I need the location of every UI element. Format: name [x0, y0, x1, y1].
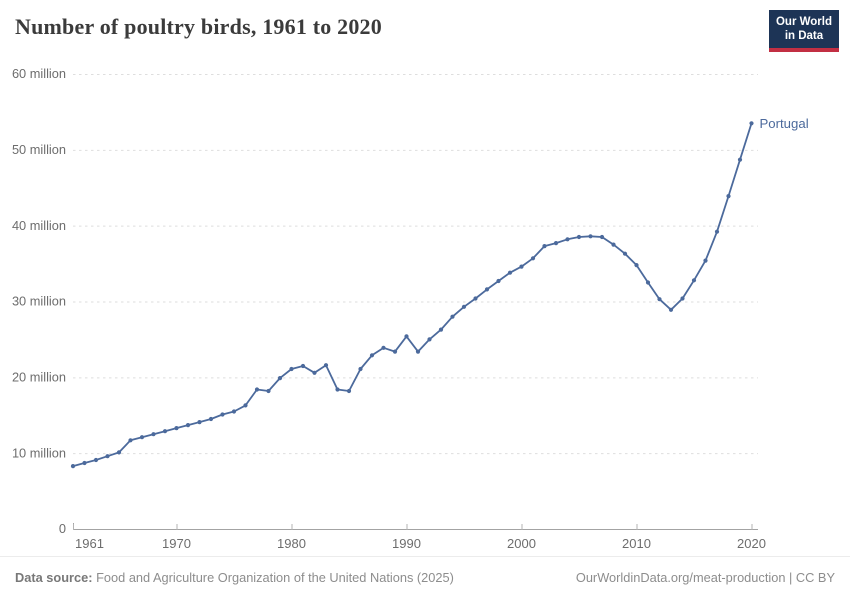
data-source-text: Food and Agriculture Organization of the…	[96, 570, 454, 585]
data-point	[70, 464, 76, 469]
data-point	[358, 366, 363, 372]
data-point	[622, 251, 628, 256]
data-point	[714, 229, 720, 234]
data-point	[139, 435, 145, 440]
data-point	[335, 387, 340, 392]
data-point	[565, 237, 570, 242]
data-point	[220, 412, 225, 417]
data-point	[438, 327, 444, 332]
data-point	[197, 420, 202, 425]
data-point	[185, 423, 191, 428]
data-point	[392, 349, 398, 354]
data-point	[369, 353, 375, 358]
data-point	[553, 241, 559, 246]
data-point	[300, 363, 306, 369]
data-point	[82, 460, 87, 466]
data-point	[174, 426, 179, 431]
x-tick-label: 1990	[392, 536, 421, 551]
data-point	[519, 264, 524, 269]
data-source: Data source: Food and Agriculture Organi…	[15, 570, 454, 600]
data-point	[726, 194, 731, 199]
series-line-portugal	[72, 122, 753, 467]
data-point	[243, 403, 248, 408]
data-point	[450, 314, 455, 319]
data-point	[254, 387, 260, 392]
x-tick-label: 1970	[162, 536, 191, 551]
data-point	[151, 432, 156, 437]
data-point	[128, 438, 133, 443]
data-point	[657, 297, 662, 302]
chart-footer: Data source: Food and Agriculture Organi…	[0, 556, 850, 600]
data-point	[576, 234, 582, 240]
data-point	[703, 258, 708, 263]
series-label-portugal[interactable]: Portugal	[760, 116, 809, 131]
data-point	[323, 363, 329, 368]
y-tick-label: 20 million	[12, 370, 66, 385]
data-point	[634, 263, 639, 268]
data-point	[542, 244, 547, 249]
data-point	[668, 307, 674, 312]
data-point	[737, 157, 743, 162]
data-point	[484, 287, 490, 292]
data-point	[105, 454, 110, 459]
data-source-label: Data source:	[15, 570, 93, 585]
data-point	[507, 270, 513, 275]
data-point	[691, 278, 697, 283]
data-point	[312, 370, 317, 375]
data-point	[427, 337, 432, 342]
data-point	[496, 278, 501, 284]
y-tick-label: 50 million	[12, 142, 66, 157]
y-tick-label: 0	[59, 521, 66, 536]
y-tick-label: 10 million	[12, 445, 66, 460]
data-point	[530, 256, 536, 261]
data-point	[231, 409, 237, 414]
data-point	[415, 349, 421, 354]
data-point	[645, 280, 651, 285]
x-tick-label: 1961	[75, 536, 104, 551]
x-tick-label: 1980	[277, 536, 306, 551]
data-point	[116, 450, 122, 455]
owid-logo-line2: in Data	[784, 29, 824, 42]
x-tick-label: 2010	[622, 536, 651, 551]
y-tick-label: 30 million	[12, 294, 66, 309]
data-point	[611, 242, 616, 247]
x-tick-label: 2000	[507, 536, 536, 551]
data-point	[289, 366, 294, 372]
data-point	[588, 234, 593, 239]
data-point	[461, 304, 467, 309]
x-tick-label: 2020	[737, 536, 766, 551]
y-tick-label: 40 million	[12, 218, 66, 233]
data-point	[266, 388, 271, 394]
data-point	[749, 121, 754, 126]
data-point	[93, 457, 99, 463]
owid-logo[interactable]: Our World in Data	[768, 10, 839, 52]
data-point	[599, 234, 605, 240]
data-point	[162, 429, 168, 434]
data-point	[381, 345, 386, 350]
owid-logo-line1: Our World	[775, 16, 832, 28]
y-tick-label: 60 million	[12, 66, 66, 81]
data-point	[680, 296, 685, 301]
data-point	[404, 334, 409, 339]
data-point	[346, 388, 352, 394]
attribution-link[interactable]: OurWorldinData.org/meat-production | CC …	[575, 570, 835, 585]
data-point	[473, 296, 478, 301]
data-point	[208, 416, 214, 422]
data-point	[277, 376, 283, 381]
page-title: Number of poultry birds, 1961 to 2020	[15, 14, 382, 39]
